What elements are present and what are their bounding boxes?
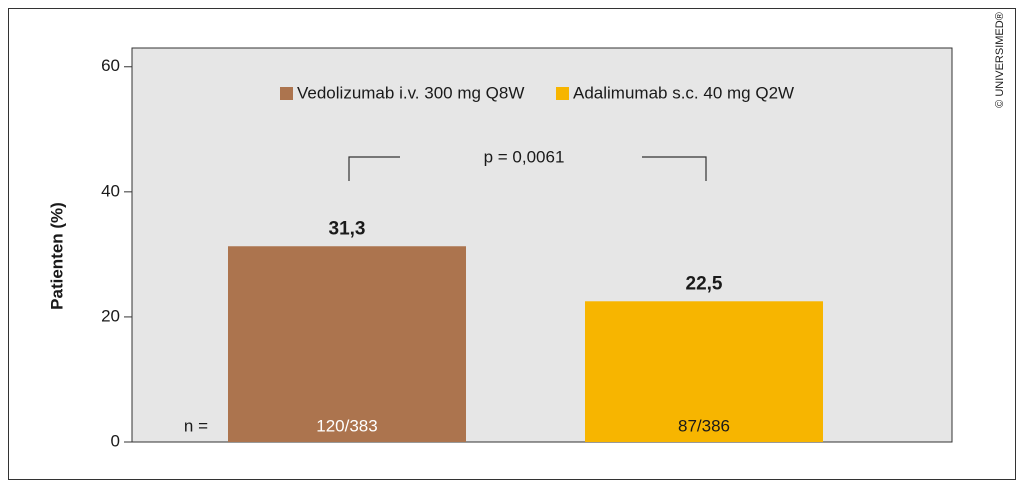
y-axis-label: Patienten (%)	[47, 202, 66, 310]
legend-swatch	[556, 87, 569, 100]
value-label: 31,3	[329, 218, 366, 239]
y-tick-label: 40	[101, 181, 120, 200]
bar	[585, 301, 823, 442]
legend-label: Adalimumab s.c. 40 mg Q2W	[573, 83, 794, 102]
copyright: © UNIVERSIMED®	[994, 12, 1006, 108]
bracket	[348, 156, 400, 181]
n-value: 87/386	[678, 416, 730, 435]
y-tick-label: 60	[101, 56, 120, 75]
n-label: n =	[184, 416, 208, 435]
y-tick-label: 20	[101, 306, 120, 325]
legend-swatch	[280, 87, 293, 100]
legend-label: Vedolizumab i.v. 300 mg Q8W	[297, 83, 524, 102]
bracket	[642, 156, 707, 181]
value-label: 22,5	[686, 273, 723, 294]
p-value: p = 0,0061	[484, 147, 565, 166]
bar	[228, 246, 466, 442]
n-value: 120/383	[316, 416, 377, 435]
y-tick-label: 0	[111, 431, 120, 450]
